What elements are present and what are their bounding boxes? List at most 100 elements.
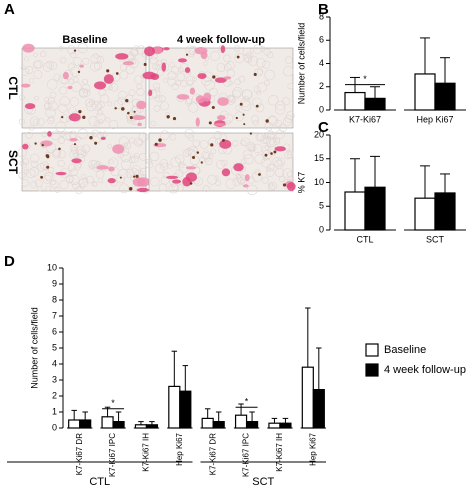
cell xyxy=(76,145,86,155)
cell xyxy=(44,172,55,182)
cell xyxy=(79,183,85,189)
cell xyxy=(235,173,241,179)
x-tick-label: K7-Ki67 IPC xyxy=(242,433,251,477)
stained-cell xyxy=(214,77,227,83)
cell xyxy=(254,153,265,165)
cell xyxy=(60,114,69,124)
cell xyxy=(171,183,179,191)
cell xyxy=(242,149,252,159)
cell xyxy=(72,76,79,83)
cell xyxy=(33,70,43,79)
stained-cell xyxy=(274,146,286,152)
cell xyxy=(256,90,261,96)
nucleus xyxy=(40,175,44,179)
cell xyxy=(25,65,34,74)
row-header: SCT xyxy=(6,150,20,175)
x-tick-label: K7-Ki67 IH xyxy=(142,433,151,472)
stained-cell xyxy=(152,46,163,55)
nucleus xyxy=(154,142,158,146)
cell xyxy=(214,175,219,181)
nucleus xyxy=(121,107,125,111)
cell xyxy=(116,174,126,184)
cell xyxy=(257,82,267,93)
cell xyxy=(60,57,67,64)
cell xyxy=(263,79,270,86)
cell xyxy=(213,130,223,140)
cell xyxy=(162,172,170,179)
cell xyxy=(107,101,113,107)
cell xyxy=(58,136,66,144)
cell xyxy=(42,62,53,72)
cell xyxy=(17,148,27,158)
cell xyxy=(185,98,192,104)
cell xyxy=(269,134,275,140)
stained-cell xyxy=(96,165,109,170)
cell xyxy=(108,119,119,130)
y-axis-title: % K7 xyxy=(296,172,306,194)
y-tick-label: 8 xyxy=(319,11,324,21)
cell xyxy=(32,118,39,125)
nucleus xyxy=(192,156,196,160)
cell xyxy=(48,61,58,71)
cell xyxy=(204,79,215,91)
cell xyxy=(51,148,62,159)
cell xyxy=(82,57,90,65)
cell xyxy=(59,96,70,107)
stained-cell xyxy=(148,89,153,97)
cell xyxy=(268,181,278,191)
cell xyxy=(209,87,218,97)
cell xyxy=(92,181,98,187)
stained-cell xyxy=(22,143,29,150)
row-header: CTL xyxy=(6,76,20,99)
stained-cell xyxy=(286,182,296,191)
stained-cell xyxy=(177,58,187,63)
cell xyxy=(246,51,254,59)
x-tick-label: SCT xyxy=(426,234,445,244)
stained-cell xyxy=(144,46,156,57)
cell xyxy=(65,131,76,142)
cell xyxy=(268,94,279,106)
cell xyxy=(70,168,79,177)
cell xyxy=(275,104,286,115)
cell xyxy=(108,85,113,91)
cell xyxy=(46,79,58,90)
cell xyxy=(119,70,129,80)
cell xyxy=(49,179,59,189)
bar xyxy=(234,414,248,429)
nucleus xyxy=(258,173,261,176)
cell xyxy=(68,78,74,84)
nucleus xyxy=(255,104,259,108)
nucleus xyxy=(106,69,110,73)
stained-cell xyxy=(185,172,197,182)
cell xyxy=(40,51,47,58)
stained-cell xyxy=(69,137,78,142)
y-tick-label: 5 xyxy=(319,201,324,211)
nucleus xyxy=(133,175,136,178)
cell xyxy=(157,68,164,76)
cell xyxy=(246,184,258,196)
stained-cell xyxy=(108,166,115,172)
cell xyxy=(77,128,88,139)
cell xyxy=(20,162,28,169)
nucleus xyxy=(82,115,86,119)
x-tick-label: K7-Ki67 DR xyxy=(208,433,217,475)
cell xyxy=(90,159,100,169)
cell xyxy=(264,122,274,131)
cell xyxy=(30,116,40,126)
micrograph xyxy=(148,47,294,129)
bar xyxy=(245,421,259,429)
cell xyxy=(275,167,285,178)
cell xyxy=(153,104,161,112)
cell xyxy=(254,169,261,176)
panel-label: D xyxy=(4,253,15,270)
cell xyxy=(69,174,80,186)
cell xyxy=(147,89,158,99)
cell xyxy=(54,187,61,193)
cell xyxy=(118,90,128,100)
legend-swatch xyxy=(365,363,379,377)
cell xyxy=(48,115,55,122)
cell xyxy=(58,46,64,51)
stained-cell xyxy=(221,168,231,177)
bar xyxy=(68,419,81,429)
cell xyxy=(19,94,26,101)
